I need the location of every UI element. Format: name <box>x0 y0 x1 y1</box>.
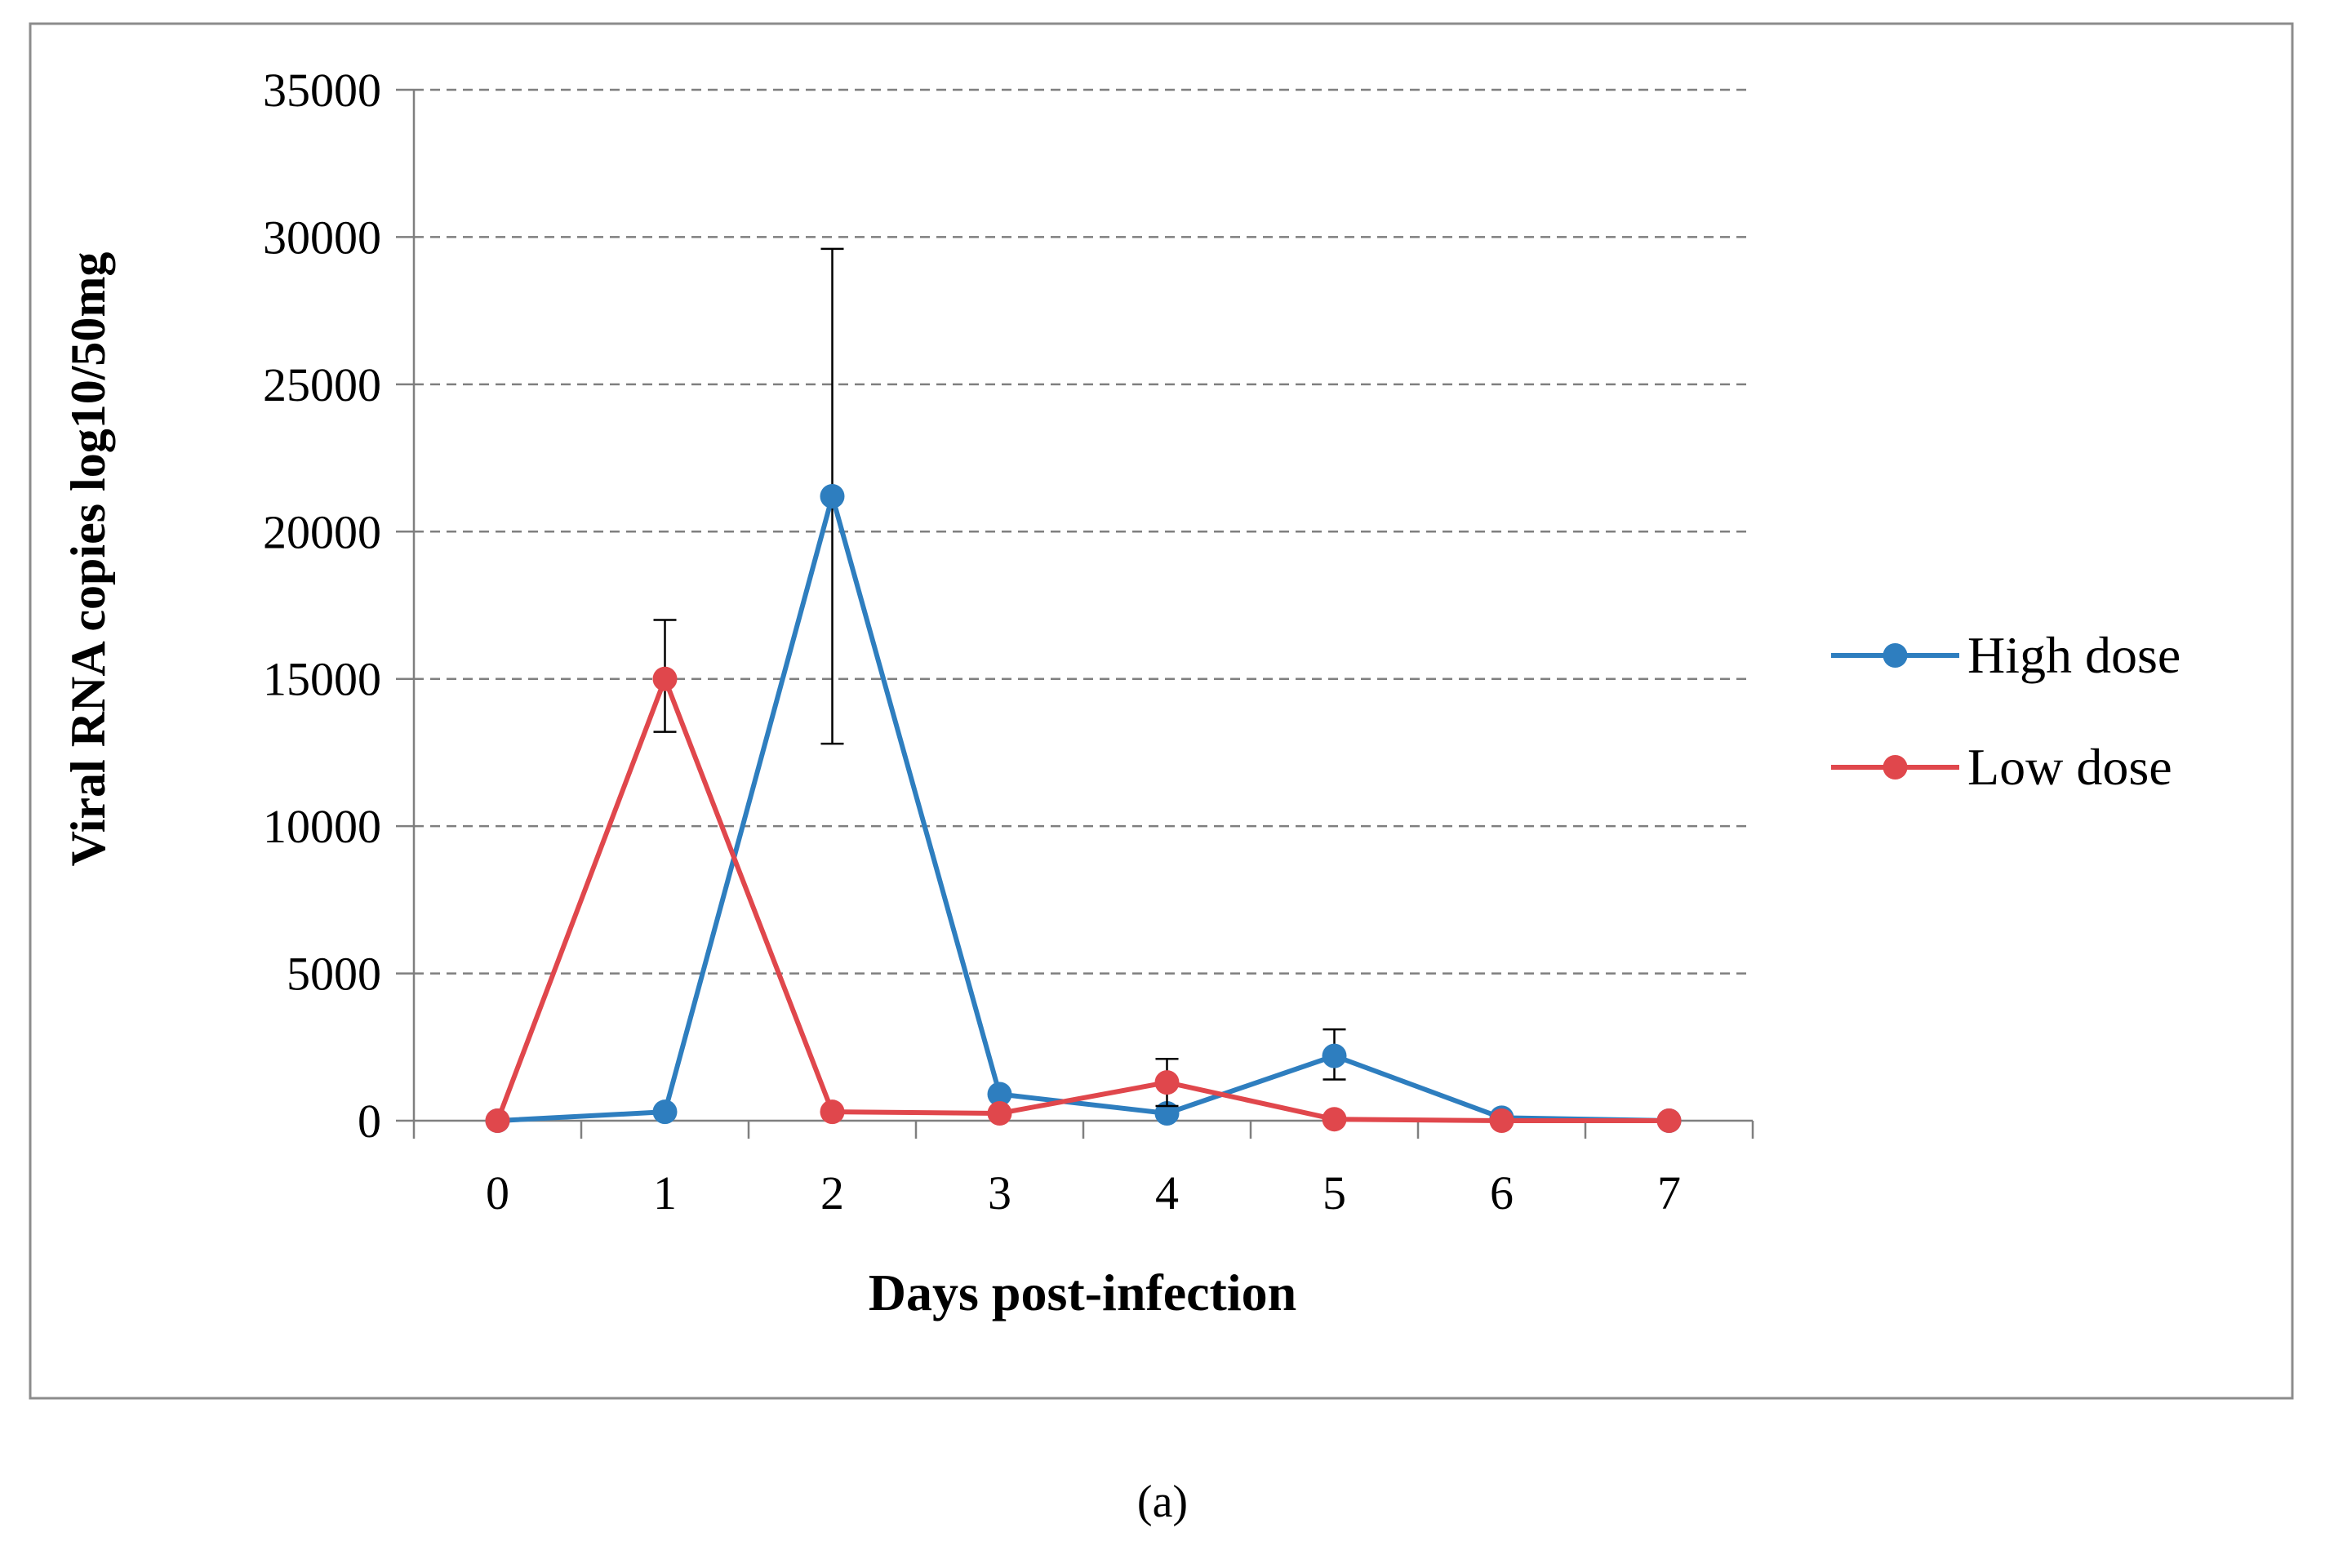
legend-item: Low dose <box>1831 738 2172 796</box>
y-tick-label: 30000 <box>263 211 381 264</box>
y-tick-label: 10000 <box>263 800 381 853</box>
x-tick-label: 4 <box>1155 1166 1179 1219</box>
y-axis-title: Viral RNA copies log10/50mg <box>61 252 115 867</box>
legend-label: Low dose <box>1967 738 2172 796</box>
x-tick-label: 2 <box>820 1166 844 1219</box>
x-tick-label: 7 <box>1657 1166 1681 1219</box>
x-tick-label: 6 <box>1490 1166 1514 1219</box>
series <box>485 247 1682 1133</box>
legend: High dose Low dose <box>1831 626 2181 796</box>
data-point <box>652 1099 678 1125</box>
legend-swatch-marker <box>1883 755 1908 780</box>
data-point <box>485 1108 510 1133</box>
y-tick-label: 35000 <box>263 64 381 117</box>
y-tick-label: 20000 <box>263 505 381 558</box>
legend-label: High dose <box>1967 626 2181 684</box>
x-tick-label: 1 <box>653 1166 677 1219</box>
x-tick-label: 5 <box>1323 1166 1346 1219</box>
x-tick-label: 0 <box>486 1166 509 1219</box>
axis-labels: Days post-infection Viral RNA copies log… <box>61 252 1296 1321</box>
figure-caption: (a) <box>1137 1477 1188 1527</box>
series-low-dose <box>485 619 1682 1133</box>
data-point <box>987 1100 1012 1126</box>
legend-item: High dose <box>1831 626 2181 684</box>
gridlines <box>414 88 1753 975</box>
y-tick-label: 15000 <box>263 653 381 706</box>
y-tick-label: 5000 <box>287 948 381 1001</box>
y-tick-label: 25000 <box>263 358 381 411</box>
chart-frame <box>29 22 2294 1400</box>
axes: 0 5000 10000 15000 20000 25000 30000 35000 0 1 2 3 4… <box>263 64 1754 1219</box>
series-line <box>495 676 1669 1123</box>
data-point <box>1154 1070 1180 1095</box>
data-point <box>820 483 845 509</box>
data-point <box>987 1082 1012 1107</box>
legend-swatch-marker <box>1883 643 1908 668</box>
data-point <box>1489 1108 1514 1133</box>
x-axis-title: Days post-infection <box>869 1264 1296 1321</box>
data-point <box>652 666 678 691</box>
data-point <box>1656 1108 1682 1133</box>
data-point <box>820 1099 845 1125</box>
y-tick-label: 0 <box>358 1095 381 1148</box>
data-point <box>1154 1100 1180 1126</box>
x-tick-label: 3 <box>988 1166 1011 1219</box>
data-point <box>1322 1043 1347 1068</box>
series-line <box>497 493 1669 1123</box>
data-point <box>1322 1107 1347 1132</box>
